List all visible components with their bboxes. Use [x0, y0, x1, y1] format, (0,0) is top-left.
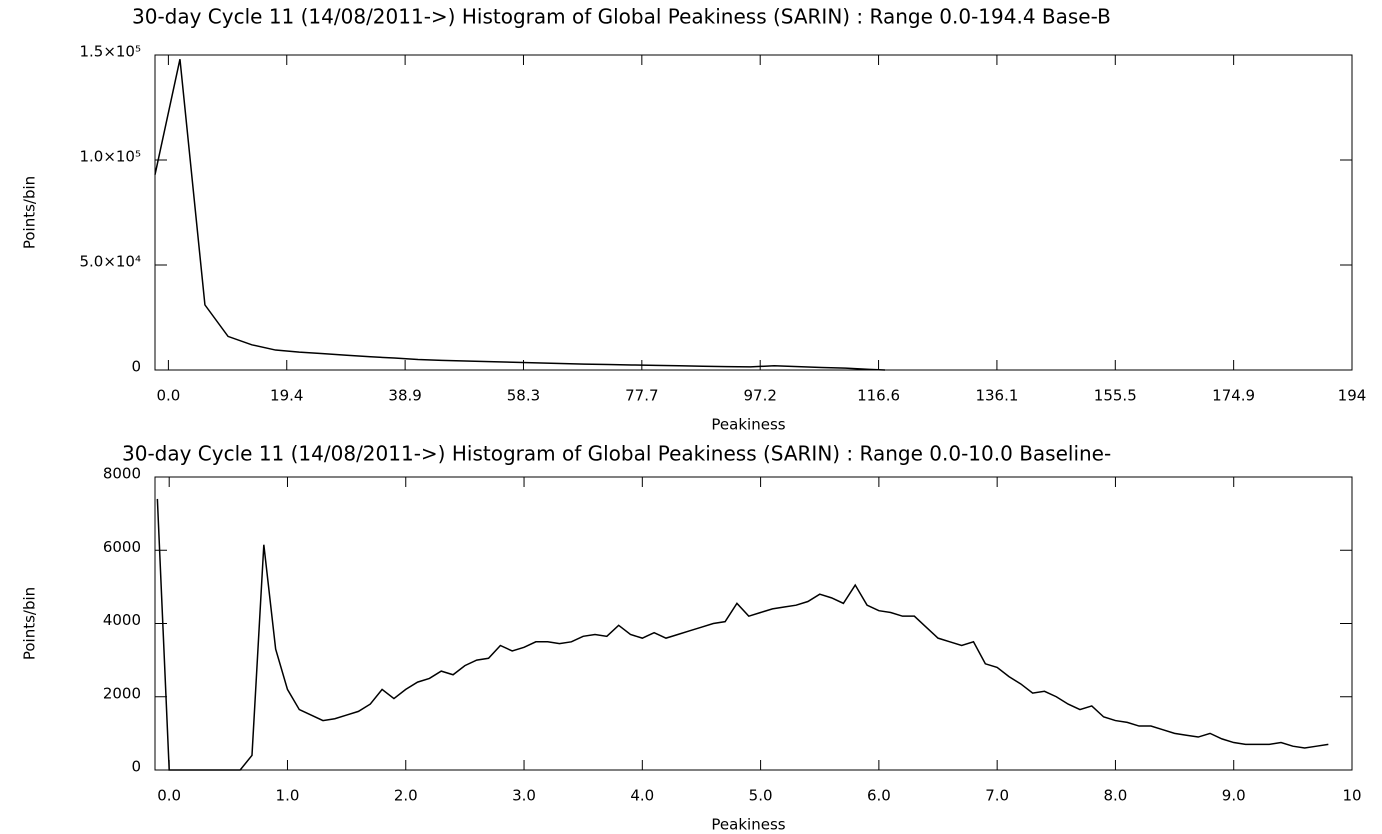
y-tick-label: 2000: [103, 684, 141, 702]
y-tick-label: 0: [131, 358, 141, 376]
x-tick-label: 77.7: [625, 387, 658, 405]
x-tick-label: 4.0: [630, 787, 654, 805]
x-tick-label: 38.9: [388, 387, 421, 405]
x-tick-label: 136.1: [975, 387, 1018, 405]
x-tick-label: 174.9: [1212, 387, 1255, 405]
x-tick-label: 58.3: [507, 387, 540, 405]
x-axis-title: Peakiness: [711, 416, 785, 434]
y-tick-label: 1.5×10⁵: [79, 43, 141, 61]
x-axis-title: Peakiness: [711, 816, 785, 834]
x-tick-label: 8.0: [1104, 787, 1128, 805]
x-tick-label: 9.0: [1222, 787, 1246, 805]
data-line: [156, 498, 1329, 771]
x-tick-label: 1.0: [276, 787, 300, 805]
y-tick-label: 8000: [103, 465, 141, 483]
x-tick-label: 6.0: [867, 787, 891, 805]
x-tick-label: 0.0: [157, 787, 181, 805]
y-tick-label: 6000: [103, 538, 141, 556]
x-tick-label: 155.5: [1094, 387, 1137, 405]
y-tick-label: 1.0×10⁵: [79, 148, 141, 166]
x-tick-label: 116.6: [857, 387, 900, 405]
y-tick-label: 0: [131, 758, 141, 776]
chart-title: 30-day Cycle 11 (14/08/2011->) Histogram…: [122, 442, 1111, 466]
chart-title: 30-day Cycle 11 (14/08/2011->) Histogram…: [132, 5, 1111, 29]
x-tick-label: 97.2: [743, 387, 776, 405]
x-tick-label: 5.0: [749, 787, 773, 805]
x-tick-label: 194: [1338, 387, 1367, 405]
y-tick-label: 4000: [103, 611, 141, 629]
x-tick-label: 2.0: [394, 787, 418, 805]
data-line: [154, 59, 886, 371]
x-tick-label: 3.0: [512, 787, 536, 805]
x-tick-label: 19.4: [270, 387, 303, 405]
y-tick-label: 5.0×10⁴: [79, 253, 141, 271]
plot-frame: [154, 54, 1353, 371]
x-tick-label: 0.0: [156, 387, 180, 405]
x-tick-label: 10: [1342, 787, 1361, 805]
plot-frame: [154, 476, 1353, 771]
y-axis-title: Points/bin: [21, 587, 39, 660]
x-tick-label: 7.0: [985, 787, 1009, 805]
y-axis-title: Points/bin: [21, 176, 39, 249]
